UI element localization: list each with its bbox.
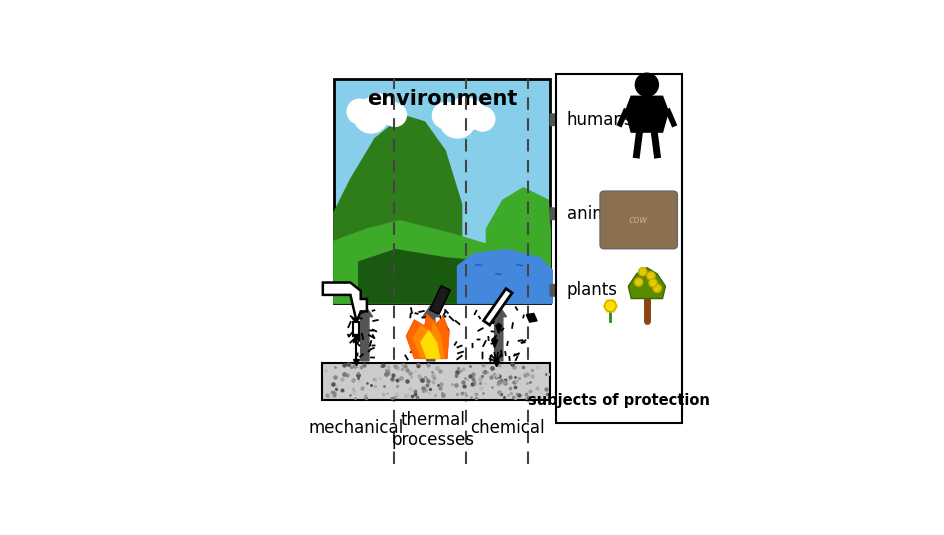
- Bar: [333, 79, 549, 303]
- Text: cow: cow: [628, 215, 647, 225]
- Polygon shape: [406, 314, 448, 359]
- Circle shape: [370, 97, 397, 125]
- Circle shape: [610, 299, 615, 304]
- Text: ~: ~: [473, 261, 482, 271]
- Circle shape: [365, 94, 389, 117]
- Text: animals: animals: [566, 205, 631, 223]
- Polygon shape: [496, 323, 501, 333]
- Text: humans: humans: [566, 111, 632, 129]
- Bar: [321, 363, 549, 400]
- Polygon shape: [353, 322, 359, 336]
- Polygon shape: [323, 282, 366, 322]
- Text: ~: ~: [494, 269, 503, 279]
- Polygon shape: [491, 338, 497, 348]
- Text: thermal
processes: thermal processes: [391, 410, 474, 449]
- Circle shape: [456, 100, 485, 129]
- Circle shape: [439, 102, 475, 138]
- Polygon shape: [333, 221, 490, 303]
- Circle shape: [638, 268, 647, 276]
- Circle shape: [633, 278, 642, 286]
- Polygon shape: [353, 334, 359, 338]
- Circle shape: [346, 99, 371, 124]
- Polygon shape: [628, 268, 665, 299]
- Circle shape: [602, 303, 608, 309]
- Circle shape: [452, 97, 476, 121]
- Polygon shape: [526, 314, 536, 322]
- Circle shape: [647, 272, 654, 280]
- Polygon shape: [430, 286, 450, 315]
- Circle shape: [649, 279, 656, 287]
- FancyArrow shape: [357, 305, 372, 361]
- Circle shape: [612, 303, 617, 309]
- Text: subjects of protection: subjects of protection: [528, 393, 709, 408]
- Circle shape: [383, 103, 406, 126]
- FancyArrow shape: [490, 305, 506, 361]
- FancyBboxPatch shape: [599, 191, 677, 249]
- Polygon shape: [412, 319, 445, 359]
- Text: plants: plants: [566, 281, 617, 299]
- Text: chemical: chemical: [469, 419, 544, 437]
- Polygon shape: [457, 249, 551, 303]
- Circle shape: [432, 103, 458, 128]
- Polygon shape: [483, 289, 512, 325]
- Circle shape: [604, 300, 615, 312]
- Circle shape: [652, 284, 661, 293]
- Circle shape: [610, 308, 615, 313]
- FancyArrow shape: [549, 281, 574, 300]
- Polygon shape: [359, 249, 490, 303]
- FancyArrow shape: [549, 205, 574, 223]
- Text: ~: ~: [514, 261, 523, 271]
- FancyArrow shape: [549, 111, 574, 129]
- Circle shape: [604, 308, 610, 313]
- Circle shape: [353, 98, 388, 133]
- Circle shape: [604, 299, 610, 304]
- Text: environment: environment: [366, 89, 516, 109]
- Circle shape: [470, 107, 495, 131]
- Circle shape: [634, 73, 658, 96]
- Polygon shape: [494, 360, 498, 366]
- Polygon shape: [625, 96, 667, 132]
- Text: mechanical: mechanical: [309, 419, 404, 437]
- Polygon shape: [486, 188, 549, 303]
- Polygon shape: [333, 116, 462, 303]
- Polygon shape: [420, 330, 440, 359]
- FancyArrow shape: [423, 305, 438, 361]
- Bar: [556, 74, 682, 423]
